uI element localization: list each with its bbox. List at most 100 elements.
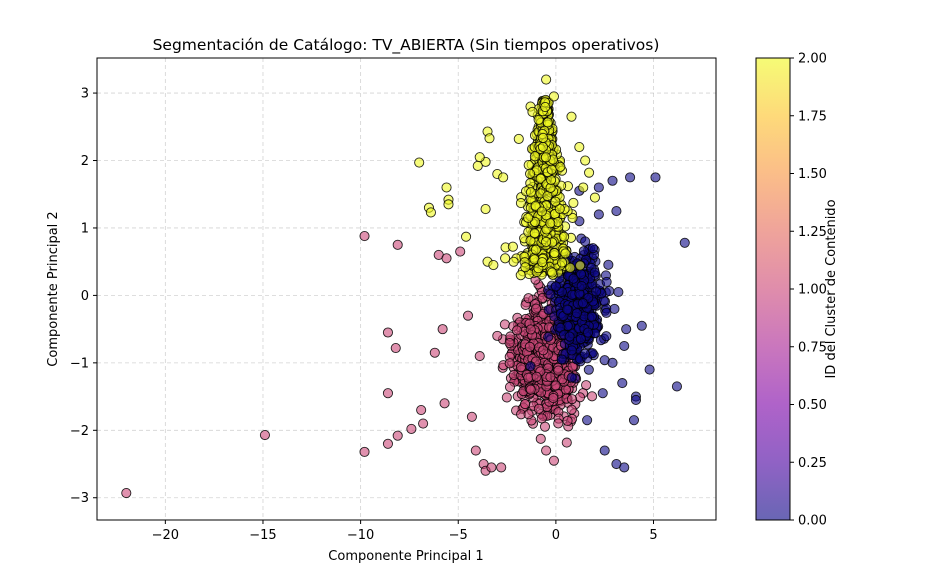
data-point-cluster-2	[414, 157, 425, 168]
data-point-cluster-2	[472, 160, 483, 171]
data-point-cluster-0	[593, 209, 604, 220]
x-tick-label: −5	[449, 528, 468, 543]
data-point-cluster-2	[589, 192, 600, 203]
data-point-cluster-0	[525, 361, 536, 372]
data-point-cluster-1	[566, 404, 577, 415]
y-tick-label: 1	[81, 221, 89, 236]
data-point-cluster-0	[582, 415, 593, 426]
data-point-cluster-1	[439, 398, 450, 409]
x-tick-label: −15	[249, 528, 276, 543]
data-point-cluster-2	[557, 257, 568, 268]
data-point-cluster-1	[504, 381, 516, 393]
colorbar-tick-label: 1.75	[798, 109, 827, 124]
data-point-cluster-1	[511, 325, 523, 336]
colorbar-tick-label: 0.00	[798, 514, 827, 529]
data-point-cluster-1	[418, 418, 429, 429]
data-point-cluster-2	[537, 141, 548, 153]
data-point-cluster-1	[538, 345, 549, 356]
data-point-cluster-2	[530, 244, 541, 255]
data-point-cluster-2	[527, 106, 538, 118]
data-point-cluster-2	[574, 141, 585, 153]
data-point-cluster-0	[545, 289, 556, 300]
data-point-cluster-1	[545, 372, 556, 383]
data-point-cluster-2	[515, 270, 526, 281]
data-point-cluster-0	[613, 286, 624, 298]
data-point-cluster-2	[554, 203, 565, 214]
data-point-cluster-0	[568, 273, 579, 284]
data-point-cluster-0	[597, 388, 608, 399]
data-point-cluster-1	[486, 462, 497, 473]
y-axis-label: Componente Principal 2	[46, 211, 61, 366]
data-point-cluster-2	[513, 133, 524, 144]
data-point-cluster-0	[599, 445, 610, 456]
data-point-cluster-2	[441, 182, 452, 193]
data-point-cluster-0	[578, 246, 589, 257]
data-point-cluster-2	[542, 117, 553, 128]
data-point-cluster-2	[525, 187, 536, 198]
data-point-cluster-0	[593, 182, 604, 193]
data-point-cluster-1	[429, 347, 440, 358]
data-point-cluster-2	[550, 196, 561, 207]
data-point-cluster-1	[359, 446, 370, 457]
data-point-cluster-1	[504, 358, 515, 369]
data-point-cluster-2	[549, 248, 560, 259]
x-tick-label: −20	[152, 528, 179, 543]
data-point-cluster-1	[359, 231, 370, 242]
colorbar-tick-label: 0.75	[798, 340, 827, 355]
x-tick-label: −10	[347, 528, 374, 543]
data-point-cluster-0	[583, 364, 594, 375]
colorbar-tick-label: 1.50	[798, 167, 827, 182]
y-tick-label: −2	[70, 424, 89, 439]
data-point-cluster-1	[561, 437, 572, 448]
data-point-cluster-1	[553, 418, 564, 429]
data-point-cluster-2	[480, 204, 491, 215]
chart-title: Segmentación de Catálogo: TV_ABIERTA (Si…	[153, 36, 660, 55]
data-point-cluster-2	[548, 91, 559, 102]
plot-area	[97, 58, 716, 520]
data-point-cluster-2	[537, 257, 548, 268]
data-point-cluster-1	[587, 391, 598, 402]
data-point-cluster-2	[515, 198, 526, 209]
data-point-cluster-2	[580, 155, 591, 166]
data-point-cluster-1	[566, 394, 578, 405]
data-point-cluster-2	[540, 152, 551, 163]
data-point-cluster-1	[520, 399, 531, 410]
data-point-cluster-1	[541, 445, 552, 456]
y-tick-label: −3	[70, 491, 89, 506]
colorbar-tick-label: 1.00	[798, 283, 827, 298]
data-point-cluster-0	[619, 462, 630, 473]
data-point-cluster-0	[619, 340, 630, 352]
data-point-cluster-1	[550, 380, 561, 391]
data-point-cluster-2	[498, 172, 509, 183]
data-point-cluster-0	[543, 331, 554, 343]
x-tick-label: 0	[552, 528, 560, 543]
data-point-cluster-2	[523, 212, 534, 223]
data-point-cluster-2	[546, 164, 557, 175]
data-point-cluster-0	[586, 311, 597, 322]
data-point-cluster-0	[617, 378, 628, 389]
data-point-cluster-0	[566, 372, 577, 383]
data-point-cluster-1	[562, 415, 573, 426]
data-point-cluster-0	[601, 307, 612, 318]
data-point-cluster-2	[541, 236, 552, 247]
data-point-cluster-0	[582, 327, 594, 338]
colorbar-tick-label: 0.25	[798, 456, 827, 471]
data-point-cluster-1	[382, 388, 394, 399]
data-point-cluster-1	[496, 462, 507, 473]
data-point-cluster-0	[562, 304, 573, 315]
data-point-cluster-2	[530, 200, 541, 211]
data-point-cluster-0	[636, 320, 647, 331]
data-point-cluster-2	[536, 206, 547, 217]
data-point-cluster-0	[607, 357, 618, 368]
data-point-cluster-0	[580, 236, 591, 247]
data-point-cluster-0	[650, 172, 661, 183]
data-point-cluster-2	[461, 231, 472, 242]
data-point-cluster-0	[625, 172, 636, 183]
data-point-cluster-2	[525, 168, 536, 179]
y-tick-label: 0	[81, 289, 89, 304]
data-point-cluster-0	[591, 286, 602, 297]
data-point-cluster-2	[568, 197, 579, 208]
x-tick-label: 5	[649, 528, 657, 543]
